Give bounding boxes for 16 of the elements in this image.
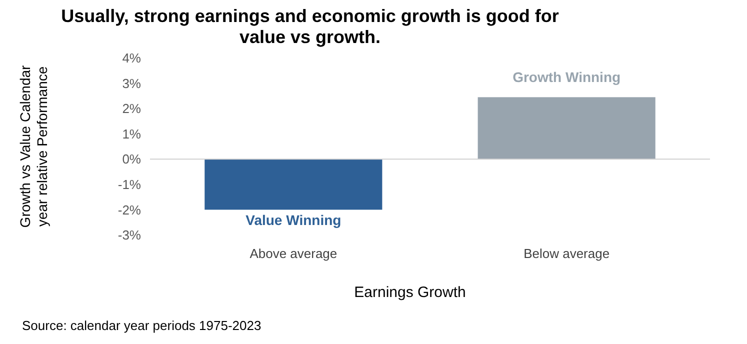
annotation: Value Winning (246, 212, 342, 228)
source-note: Source: calendar year periods 1975-2023 (22, 318, 262, 333)
y-tick-label: 2% (122, 101, 142, 116)
y-tick-label: -1% (118, 176, 142, 192)
annotation: Growth Winning (512, 68, 621, 85)
x-axis-title: Earnings Growth (354, 284, 466, 301)
chart-title: Usually, strong earnings and economic growth is good for value vs growth. (61, 6, 559, 47)
y-tick-label: 0% (122, 152, 142, 167)
y-tick-label: -2% (118, 202, 142, 218)
y-tick-label: -3% (118, 228, 142, 243)
x-tick-label: Below average (524, 246, 610, 261)
y-tick-label: 1% (122, 126, 142, 142)
y-axis-title: Growth vs Value Calendar year relative Performance (17, 64, 50, 228)
x-tick-label: Above average (250, 246, 338, 261)
y-tick-label: 3% (122, 76, 142, 91)
y-tick-label: 4% (122, 50, 142, 66)
